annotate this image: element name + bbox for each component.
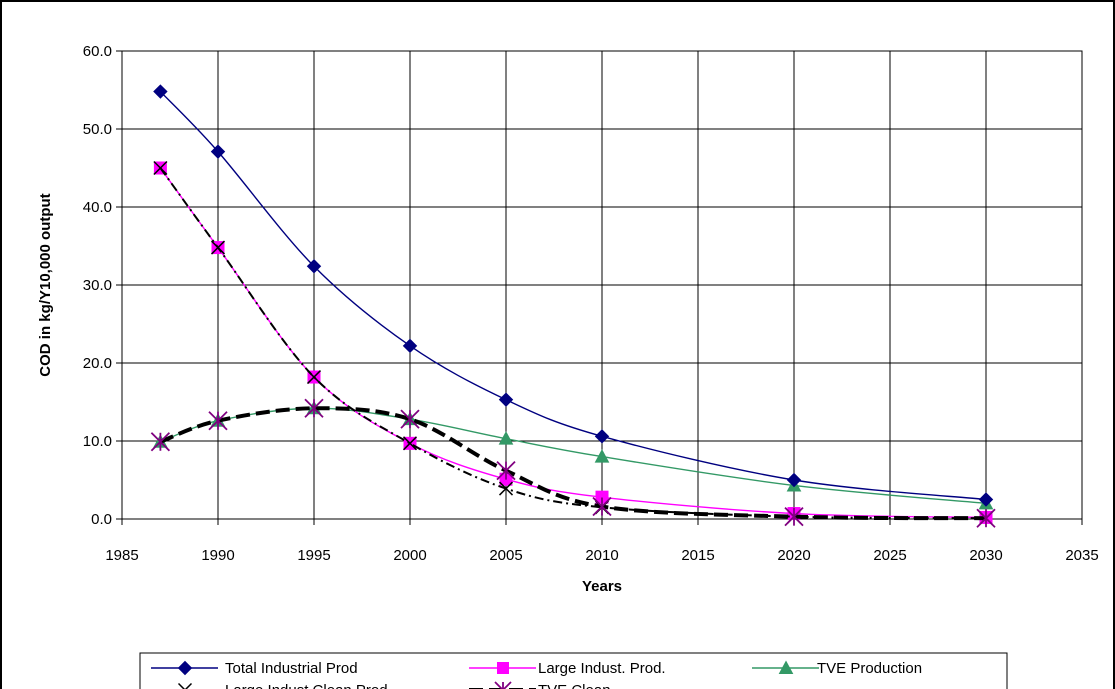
x-tick-label: 2030 <box>969 547 1002 564</box>
series-layer <box>150 84 996 528</box>
series-0-point <box>153 84 168 99</box>
x-tick-label: 2000 <box>393 547 426 564</box>
x-marker-stroke <box>184 682 193 689</box>
series-4-point <box>150 432 171 452</box>
series-4-point <box>784 507 804 527</box>
x-tick-label: 1985 <box>105 547 138 564</box>
y-tick-label: 40.0 <box>83 199 112 216</box>
x-tick-label: 2020 <box>777 547 810 564</box>
series-3-point <box>306 370 322 385</box>
series-0-point <box>978 492 994 507</box>
x-tick-labels: 1985 1990 1995 2000 2005 2010 2015 2020 2025 2030… <box>105 547 1098 564</box>
series-3-point <box>402 436 418 451</box>
series-0-point <box>210 144 226 159</box>
x-marker-stroke <box>210 240 226 255</box>
y-axis-title: COD in kg/Y10,000 output <box>37 193 54 376</box>
y-tick-label: 50.0 <box>83 121 112 138</box>
series-0-point <box>498 392 514 407</box>
y-tick-label: 60.0 <box>83 43 112 60</box>
series-4-point <box>592 496 612 517</box>
x-tick-label: 2025 <box>873 547 906 564</box>
x-marker-stroke <box>306 370 322 385</box>
x-tick-label: 2015 <box>681 547 714 564</box>
series-3-point <box>210 240 226 255</box>
legend-label-1: Large Indust. Prod. <box>538 660 666 677</box>
x-axis-title: Years <box>582 578 622 595</box>
x-tick-label: 1995 <box>297 547 330 564</box>
x-marker-stroke <box>402 436 418 451</box>
y-tick-label: 0.0 <box>91 511 112 528</box>
x-tick-label: 2035 <box>1065 547 1098 564</box>
legend-marker-4 <box>494 681 512 689</box>
star-marker-stroke <box>502 681 512 689</box>
legend: Total Industrial Prod Large Indust. Prod.… <box>139 652 1008 689</box>
series-4-point <box>208 411 228 431</box>
y-tick-label: 20.0 <box>83 355 112 372</box>
series-2-point <box>498 431 514 445</box>
x-tick-label: 2010 <box>585 547 618 564</box>
series-4-point <box>400 409 420 429</box>
series-4-point <box>304 398 324 418</box>
x-marker-stroke <box>498 481 514 496</box>
series-2-point <box>594 449 610 463</box>
y-tick-labels: 0.0 10.0 20.0 30.0 40.0 50.0 60.0 <box>83 43 112 528</box>
series-3-point <box>498 481 514 496</box>
y-tick-label: 10.0 <box>83 433 112 450</box>
series-0-point <box>594 429 610 444</box>
x-tick-label: 1990 <box>201 547 234 564</box>
series-0-point <box>786 472 802 488</box>
legend-marker-3 <box>177 682 193 689</box>
series-4-point <box>496 461 516 481</box>
x-marker-stroke <box>177 682 186 689</box>
y-tick-label: 30.0 <box>83 277 112 294</box>
x-marker-stroke <box>153 160 168 176</box>
series-3-point <box>153 160 168 176</box>
series-0-point <box>306 259 322 274</box>
legend-label-3: Large Indust.Clean Prod. <box>225 682 392 689</box>
legend-box <box>139 652 1008 689</box>
series-4-point <box>976 508 996 528</box>
star-marker-stroke <box>494 681 504 689</box>
legend-marker-1 <box>497 662 509 674</box>
legend-label-2: TVE Production <box>817 660 922 677</box>
x-tick-label: 2005 <box>489 547 522 564</box>
legend-label-0: Total Industrial Prod <box>225 660 358 677</box>
legend-label-4: TVE Clean <box>538 682 611 689</box>
series-0-point <box>402 338 418 354</box>
legend-marker-2 <box>778 660 794 674</box>
legend-marker-0 <box>177 660 193 676</box>
